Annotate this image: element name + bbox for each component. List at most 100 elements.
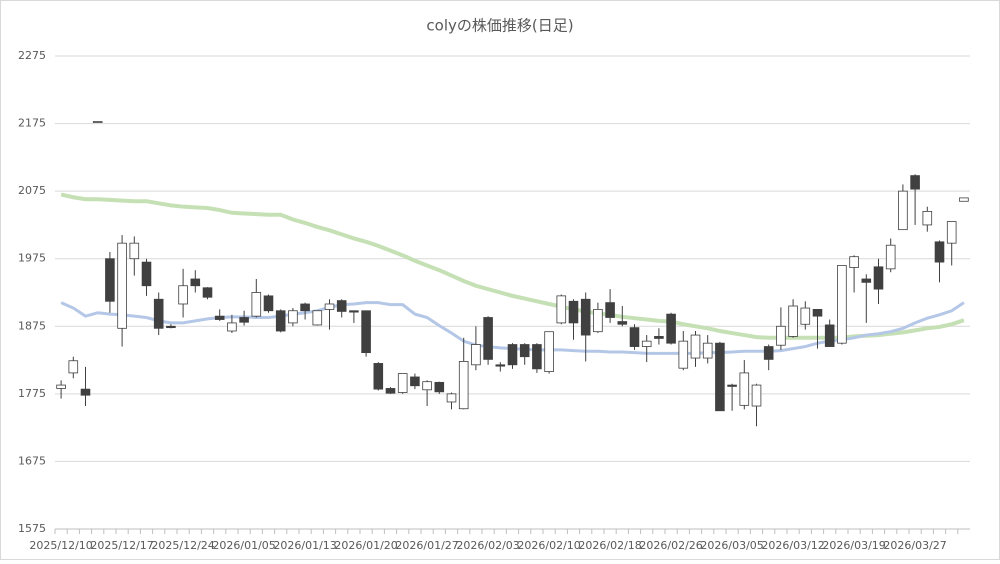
candle-body xyxy=(385,388,396,394)
candle-body xyxy=(507,344,518,366)
x-tick-label: 2026/01/20 xyxy=(334,539,397,552)
candle-body xyxy=(336,300,347,312)
candle-body xyxy=(885,244,896,270)
x-tick-label: 2026/03/27 xyxy=(883,539,946,552)
candle-body xyxy=(776,325,786,346)
x-tick-label: 2025/12/24 xyxy=(151,539,214,552)
x-tick-label: 2025/12/17 xyxy=(90,539,153,552)
candle-body xyxy=(946,221,957,244)
candle-body xyxy=(117,242,127,329)
candle-body xyxy=(593,308,603,333)
candle-body xyxy=(922,211,933,226)
candle-body xyxy=(812,308,823,317)
candle-body xyxy=(202,287,213,298)
candle-body xyxy=(727,384,737,387)
candle-body xyxy=(641,340,652,347)
candle-body xyxy=(654,336,664,339)
candle-body xyxy=(873,266,884,290)
candle-body xyxy=(446,393,457,403)
y-tick-label: 2275 xyxy=(18,49,46,62)
candle-body xyxy=(763,346,774,360)
candle-body xyxy=(849,256,859,268)
x-tick-label: 2025/12/10 xyxy=(29,539,92,552)
x-tick-label: 2026/03/19 xyxy=(822,539,885,552)
candle-body xyxy=(397,373,408,393)
candle-body xyxy=(373,363,384,390)
y-tick-label: 1575 xyxy=(18,522,46,535)
candle-body xyxy=(166,325,176,329)
candle-body xyxy=(568,300,579,324)
moving-average-line xyxy=(60,192,965,340)
y-tick-label: 2175 xyxy=(18,117,46,130)
candle-body xyxy=(214,315,225,320)
candle-body xyxy=(312,310,323,326)
candle-body xyxy=(275,310,286,332)
candle-body xyxy=(324,303,335,310)
candle-body xyxy=(861,278,872,283)
candle-body xyxy=(959,197,969,202)
candle-body xyxy=(56,384,66,389)
candle-body xyxy=(580,298,591,336)
candle-body xyxy=(800,307,811,325)
candle-body xyxy=(605,302,615,318)
candle-body xyxy=(361,310,371,354)
candle-body xyxy=(129,242,140,260)
y-tick-label: 1775 xyxy=(18,387,46,400)
candle-body xyxy=(617,321,628,325)
x-tick-label: 2026/01/13 xyxy=(273,539,336,552)
candle-body xyxy=(898,190,908,231)
candle-body xyxy=(666,313,676,344)
x-tick-label: 2026/02/26 xyxy=(639,539,702,552)
candle-body xyxy=(690,334,701,359)
candle-body xyxy=(178,285,188,305)
candle-body xyxy=(349,310,359,313)
x-tick-label: 2026/02/03 xyxy=(456,539,519,552)
candle-body xyxy=(263,295,274,312)
y-tick-label: 1975 xyxy=(18,252,46,265)
x-tick-label: 2026/01/27 xyxy=(395,539,458,552)
candle-body xyxy=(422,381,432,391)
x-tick-label: 2026/02/18 xyxy=(578,539,641,552)
x-tick-label: 2026/01/05 xyxy=(212,539,275,552)
candle-body xyxy=(519,344,530,358)
candle-body xyxy=(544,331,554,372)
candle-body xyxy=(288,310,298,324)
candle-body xyxy=(751,384,762,407)
candle-body xyxy=(934,241,945,263)
candle-body xyxy=(300,303,310,312)
candle-body xyxy=(458,361,469,410)
candle-body xyxy=(434,381,445,393)
y-tick-label: 1675 xyxy=(18,454,46,467)
candle-body xyxy=(824,324,835,347)
candle-body xyxy=(410,376,420,387)
candle-body xyxy=(141,261,152,287)
y-tick-label: 2075 xyxy=(18,184,46,197)
candle-body xyxy=(239,317,249,323)
candle-body xyxy=(629,327,640,347)
candle-body xyxy=(739,372,750,406)
candle-body xyxy=(227,322,237,332)
candle-body xyxy=(495,364,506,367)
candle-body xyxy=(68,360,79,374)
candle-body xyxy=(105,258,115,302)
y-tick-label: 1875 xyxy=(18,319,46,332)
candle-body xyxy=(471,344,481,366)
candle-body xyxy=(251,292,262,317)
x-tick-label: 2026/03/05 xyxy=(700,539,763,552)
chart-title: colyの株価推移(日足) xyxy=(426,17,573,35)
candle-body xyxy=(80,388,91,396)
candle-body xyxy=(910,175,920,190)
candle-body xyxy=(788,305,798,337)
candle-body xyxy=(556,295,567,324)
x-tick-label: 2026/02/10 xyxy=(517,539,580,552)
candle-body xyxy=(702,342,713,359)
candle-body xyxy=(532,344,542,370)
candle-body xyxy=(715,342,725,412)
candle-body xyxy=(153,298,164,329)
candle-body xyxy=(190,278,201,287)
candle-body xyxy=(92,121,103,123)
x-tick-label: 2026/03/12 xyxy=(761,539,824,552)
candle-body xyxy=(483,317,493,360)
